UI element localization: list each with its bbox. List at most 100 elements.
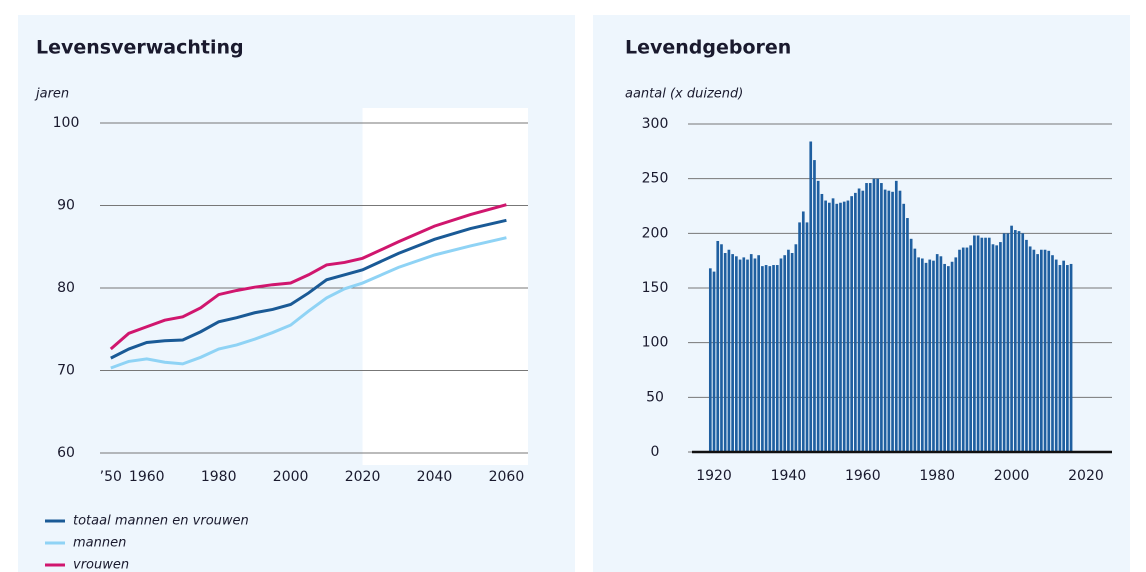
- bar: [1021, 233, 1025, 452]
- bar: [872, 178, 876, 452]
- bar: [868, 183, 872, 453]
- bar: [965, 247, 969, 452]
- y-axis-label: aantal (x duizend): [625, 87, 743, 102]
- bar: [824, 200, 827, 452]
- bar: [735, 256, 738, 452]
- y-tick-label: 50: [646, 389, 664, 405]
- bar: [917, 257, 920, 452]
- x-tick-label: 1980: [201, 469, 237, 485]
- bar: [1006, 233, 1010, 452]
- bar: [831, 198, 835, 452]
- bar: [720, 244, 723, 452]
- bar: [742, 257, 746, 452]
- bar: [887, 190, 891, 452]
- chart-title: Levensverwachting: [36, 37, 244, 59]
- bar: [1032, 249, 1036, 452]
- y-tick-label: 80: [57, 280, 75, 296]
- x-tick-label: 2020: [345, 469, 381, 485]
- bar: [947, 266, 950, 452]
- y-tick-label: 100: [53, 115, 80, 131]
- x-tick-label: 2000: [273, 469, 309, 485]
- bar: [790, 253, 794, 452]
- y-tick-label: 100: [642, 335, 669, 351]
- bar: [746, 259, 749, 452]
- bar: [727, 249, 731, 452]
- bar: [954, 257, 958, 452]
- x-tick-label: 1960: [845, 468, 881, 484]
- bar: [973, 235, 976, 452]
- bar: [1062, 260, 1065, 452]
- bar: [898, 190, 902, 452]
- bar: [731, 254, 734, 452]
- chart-title: Levendgeboren: [625, 37, 791, 59]
- bar: [809, 141, 813, 452]
- bar: [1036, 254, 1039, 452]
- bar: [753, 258, 757, 452]
- y-tick-label: 200: [642, 225, 669, 241]
- bar: [820, 193, 824, 452]
- bar: [1069, 263, 1073, 452]
- bar: [880, 183, 883, 453]
- bar: [842, 201, 846, 452]
- bar: [980, 237, 984, 452]
- bar: [768, 266, 772, 452]
- bar: [943, 263, 946, 452]
- bar: [798, 222, 801, 452]
- series-line: [110, 236, 507, 370]
- bar: [902, 203, 906, 452]
- bar: [1028, 246, 1032, 452]
- bar: [850, 196, 853, 452]
- y-tick-label: 150: [642, 280, 669, 296]
- x-tick-label: 2000: [994, 468, 1030, 484]
- bar: [738, 259, 742, 452]
- x-tick-label: ’50: [100, 469, 122, 485]
- bar: [854, 192, 857, 452]
- bar: [961, 247, 965, 452]
- y-axis-label: jaren: [34, 87, 69, 102]
- bar: [775, 265, 779, 452]
- bar: [723, 253, 727, 452]
- y-tick-label: 0: [651, 444, 660, 460]
- bar: [1043, 249, 1047, 452]
- projection-area: [362, 108, 528, 465]
- series-line: [110, 218, 507, 360]
- bar: [1047, 250, 1051, 452]
- bar: [827, 202, 831, 452]
- bar: [939, 256, 943, 452]
- bar: [857, 188, 861, 453]
- y-tick-label: 250: [642, 171, 669, 187]
- bar: [1058, 265, 1062, 452]
- bar: [924, 262, 928, 452]
- bar: [883, 189, 887, 452]
- bar: [969, 245, 973, 452]
- bar: [1013, 230, 1017, 452]
- bar: [1017, 231, 1021, 452]
- bar: [764, 265, 768, 452]
- legend-label: totaal mannen en vrouwen: [73, 514, 249, 529]
- bar: [794, 244, 798, 452]
- y-tick-label: 70: [57, 363, 75, 379]
- bar: [716, 240, 720, 452]
- bar: [839, 202, 842, 452]
- legend-label: mannen: [73, 536, 126, 551]
- bar: [1025, 239, 1028, 452]
- bar: [783, 255, 787, 452]
- bar: [835, 203, 839, 452]
- bar: [928, 259, 932, 452]
- bar: [708, 268, 712, 452]
- bar: [995, 245, 999, 452]
- legend-label: vrouwen: [73, 558, 129, 572]
- x-tick-label: 1940: [771, 468, 807, 484]
- bar: [1039, 249, 1043, 452]
- bar: [920, 258, 924, 452]
- x-tick-label: 1960: [129, 469, 165, 485]
- bar: [761, 266, 764, 452]
- bar: [805, 222, 809, 452]
- y-tick-label: 300: [642, 116, 669, 132]
- bar: [1066, 265, 1069, 452]
- bar: [801, 211, 805, 452]
- bar: [913, 248, 917, 452]
- bar: [1051, 255, 1054, 452]
- x-tick-label: 1980: [919, 468, 955, 484]
